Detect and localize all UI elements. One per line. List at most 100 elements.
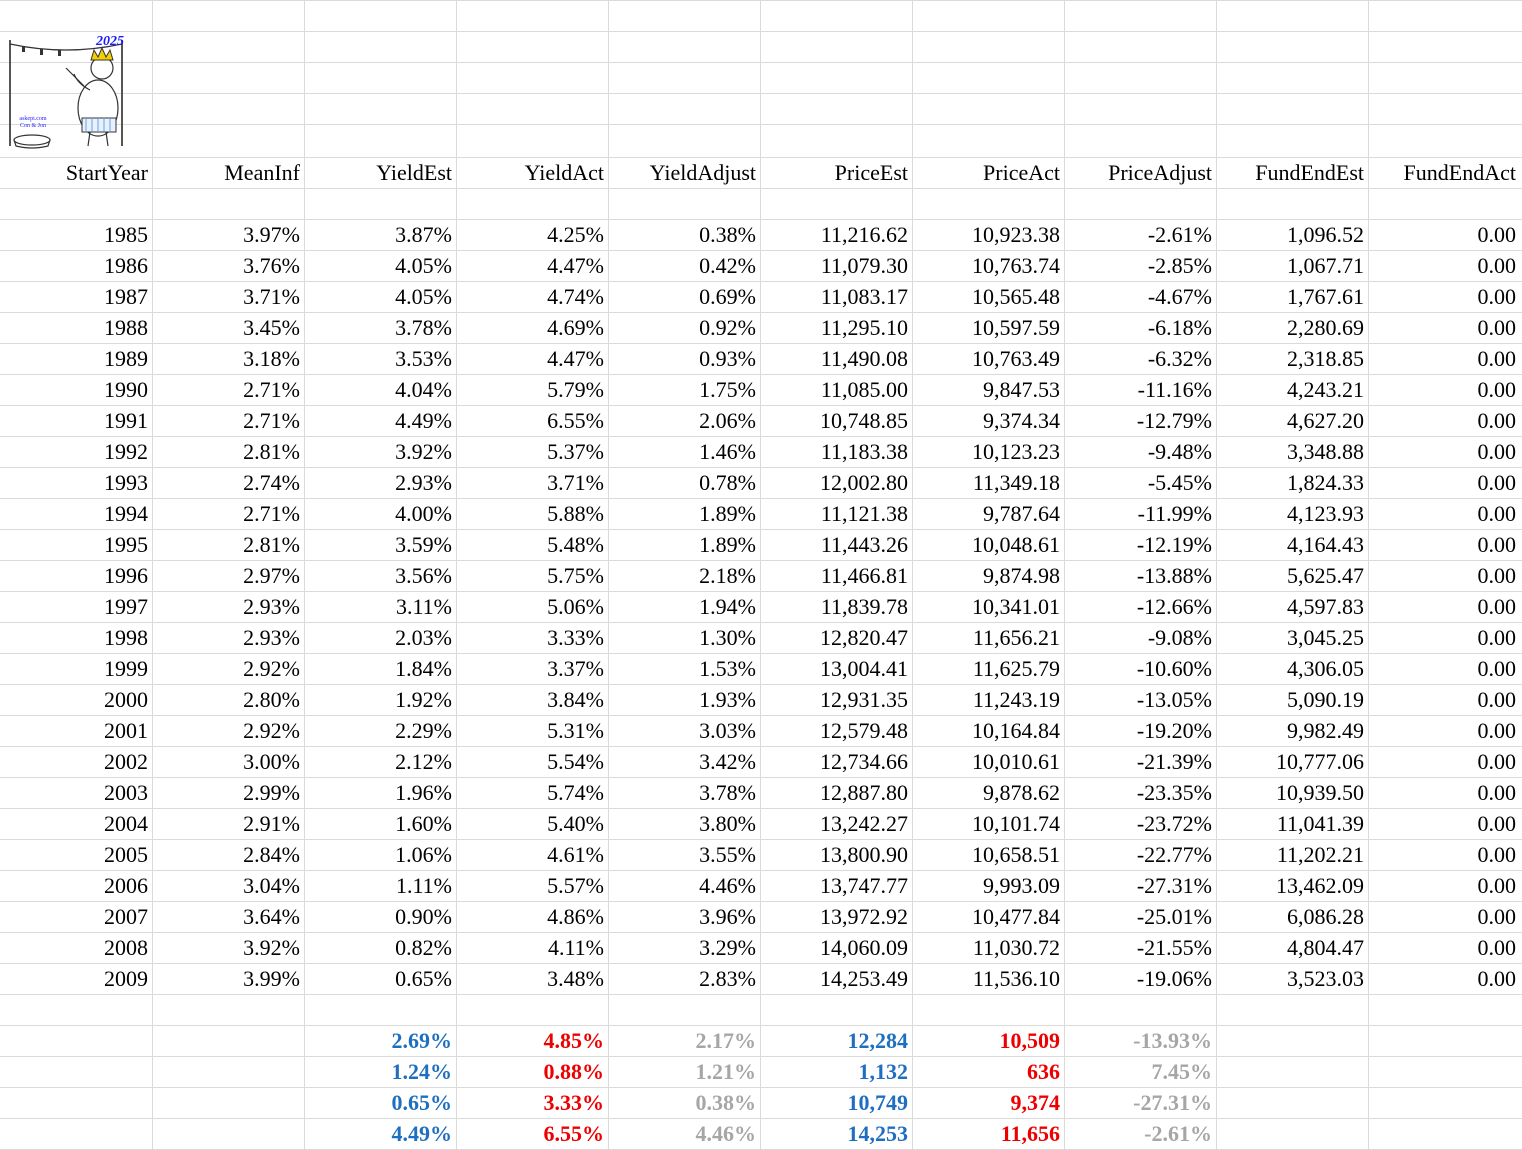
- data-cell[interactable]: 11,083.17: [820, 284, 908, 309]
- data-cell[interactable]: 0.00: [1477, 780, 1517, 805]
- header-cell-yieldadjust[interactable]: YieldAdjust: [649, 160, 756, 185]
- data-cell[interactable]: 2002: [104, 749, 148, 774]
- data-cell[interactable]: 0.00: [1477, 346, 1517, 371]
- data-cell[interactable]: 2.83%: [699, 966, 756, 991]
- data-cell[interactable]: 10,048.61: [972, 532, 1060, 557]
- data-cell[interactable]: -19.06%: [1136, 966, 1212, 991]
- data-cell[interactable]: 11,349.18: [972, 470, 1060, 495]
- data-cell[interactable]: 4.61%: [547, 842, 604, 867]
- data-cell[interactable]: 3.92%: [395, 439, 452, 464]
- data-cell[interactable]: -13.88%: [1136, 563, 1212, 588]
- data-cell[interactable]: 13,800.90: [820, 842, 908, 867]
- summary-cell[interactable]: -27.31%: [1133, 1090, 1212, 1115]
- data-cell[interactable]: 3.84%: [547, 687, 604, 712]
- data-cell[interactable]: 2.93%: [395, 470, 452, 495]
- data-cell[interactable]: 10,010.61: [972, 749, 1060, 774]
- data-cell[interactable]: 12,887.80: [820, 780, 908, 805]
- data-cell[interactable]: 3.45%: [243, 315, 300, 340]
- data-cell[interactable]: 2.81%: [243, 439, 300, 464]
- data-cell[interactable]: 2.97%: [243, 563, 300, 588]
- data-cell[interactable]: 3.78%: [395, 315, 452, 340]
- data-cell[interactable]: -6.18%: [1147, 315, 1212, 340]
- data-cell[interactable]: 9,374.34: [983, 408, 1060, 433]
- data-cell[interactable]: 1990: [104, 377, 148, 402]
- data-cell[interactable]: 3,045.25: [1287, 625, 1364, 650]
- data-cell[interactable]: 3.42%: [699, 749, 756, 774]
- summary-cell[interactable]: 10,749: [847, 1090, 909, 1115]
- data-cell[interactable]: 5.48%: [547, 532, 604, 557]
- summary-cell[interactable]: 2.17%: [695, 1028, 757, 1053]
- data-cell[interactable]: 13,462.09: [1276, 873, 1364, 898]
- data-cell[interactable]: 5.06%: [547, 594, 604, 619]
- header-cell-yieldact[interactable]: YieldAct: [524, 160, 604, 185]
- data-cell[interactable]: 2.71%: [243, 377, 300, 402]
- data-cell[interactable]: 4.47%: [547, 253, 604, 278]
- data-cell[interactable]: 0.00: [1477, 594, 1517, 619]
- data-cell[interactable]: 3.56%: [395, 563, 452, 588]
- data-cell[interactable]: 10,101.74: [972, 811, 1060, 836]
- data-cell[interactable]: 10,777.06: [1276, 749, 1364, 774]
- data-cell[interactable]: 4.47%: [547, 346, 604, 371]
- data-cell[interactable]: 10,565.48: [972, 284, 1060, 309]
- data-cell[interactable]: 1997: [104, 594, 148, 619]
- data-cell[interactable]: 5.54%: [547, 749, 604, 774]
- data-cell[interactable]: 12,002.80: [820, 470, 908, 495]
- data-cell[interactable]: 10,123.23: [972, 439, 1060, 464]
- data-cell[interactable]: 9,847.53: [983, 377, 1060, 402]
- data-cell[interactable]: 2.12%: [395, 749, 452, 774]
- data-cell[interactable]: 2004: [104, 811, 148, 836]
- data-cell[interactable]: 10,164.84: [972, 718, 1060, 743]
- data-cell[interactable]: 3.55%: [699, 842, 756, 867]
- data-cell[interactable]: 3,348.88: [1287, 439, 1364, 464]
- data-cell[interactable]: 11,536.10: [972, 966, 1060, 991]
- summary-cell[interactable]: 4.46%: [695, 1121, 757, 1146]
- data-cell[interactable]: 0.00: [1477, 315, 1517, 340]
- data-cell[interactable]: 0.00: [1477, 842, 1517, 867]
- data-cell[interactable]: -11.99%: [1137, 501, 1212, 526]
- data-cell[interactable]: 1985: [104, 222, 148, 247]
- data-cell[interactable]: 3.80%: [699, 811, 756, 836]
- data-cell[interactable]: 1.06%: [395, 842, 452, 867]
- data-cell[interactable]: -9.48%: [1147, 439, 1212, 464]
- data-cell[interactable]: 2.92%: [243, 718, 300, 743]
- data-cell[interactable]: 3.33%: [547, 625, 604, 650]
- data-cell[interactable]: 11,041.39: [1276, 811, 1364, 836]
- data-cell[interactable]: 1,096.52: [1287, 222, 1364, 247]
- header-cell-yieldest[interactable]: YieldEst: [376, 160, 452, 185]
- data-cell[interactable]: 3.87%: [395, 222, 452, 247]
- data-cell[interactable]: -9.08%: [1147, 625, 1212, 650]
- data-cell[interactable]: 2.92%: [243, 656, 300, 681]
- summary-cell[interactable]: 4.85%: [543, 1028, 605, 1053]
- data-cell[interactable]: 0.00: [1477, 904, 1517, 929]
- data-cell[interactable]: 3.64%: [243, 904, 300, 929]
- data-cell[interactable]: 2,280.69: [1287, 315, 1364, 340]
- data-cell[interactable]: -23.72%: [1136, 811, 1212, 836]
- data-cell[interactable]: 2,318.85: [1287, 346, 1364, 371]
- data-cell[interactable]: 4,306.05: [1287, 656, 1364, 681]
- data-cell[interactable]: 0.00: [1477, 377, 1517, 402]
- data-cell[interactable]: 12,734.66: [820, 749, 908, 774]
- data-cell[interactable]: 11,295.10: [820, 315, 908, 340]
- data-cell[interactable]: 12,931.35: [820, 687, 908, 712]
- data-cell[interactable]: 3.11%: [395, 594, 452, 619]
- data-cell[interactable]: 2001: [104, 718, 148, 743]
- data-cell[interactable]: 1,767.61: [1287, 284, 1364, 309]
- data-cell[interactable]: 4.46%: [699, 873, 756, 898]
- data-cell[interactable]: 1996: [104, 563, 148, 588]
- data-cell[interactable]: 11,079.30: [820, 253, 908, 278]
- data-cell[interactable]: 6,086.28: [1287, 904, 1364, 929]
- data-cell[interactable]: 5.31%: [547, 718, 604, 743]
- summary-cell[interactable]: 1,132: [858, 1059, 909, 1084]
- data-cell[interactable]: -12.19%: [1136, 532, 1212, 557]
- data-cell[interactable]: -23.35%: [1136, 780, 1212, 805]
- summary-cell[interactable]: 7.45%: [1151, 1059, 1213, 1084]
- data-cell[interactable]: 0.65%: [395, 966, 452, 991]
- data-cell[interactable]: 4.11%: [547, 935, 604, 960]
- summary-cell[interactable]: -2.61%: [1144, 1121, 1212, 1146]
- summary-cell[interactable]: 1.24%: [391, 1059, 453, 1084]
- data-cell[interactable]: 2.81%: [243, 532, 300, 557]
- data-cell[interactable]: 0.69%: [699, 284, 756, 309]
- data-cell[interactable]: 10,748.85: [820, 408, 908, 433]
- data-cell[interactable]: 4,627.20: [1287, 408, 1364, 433]
